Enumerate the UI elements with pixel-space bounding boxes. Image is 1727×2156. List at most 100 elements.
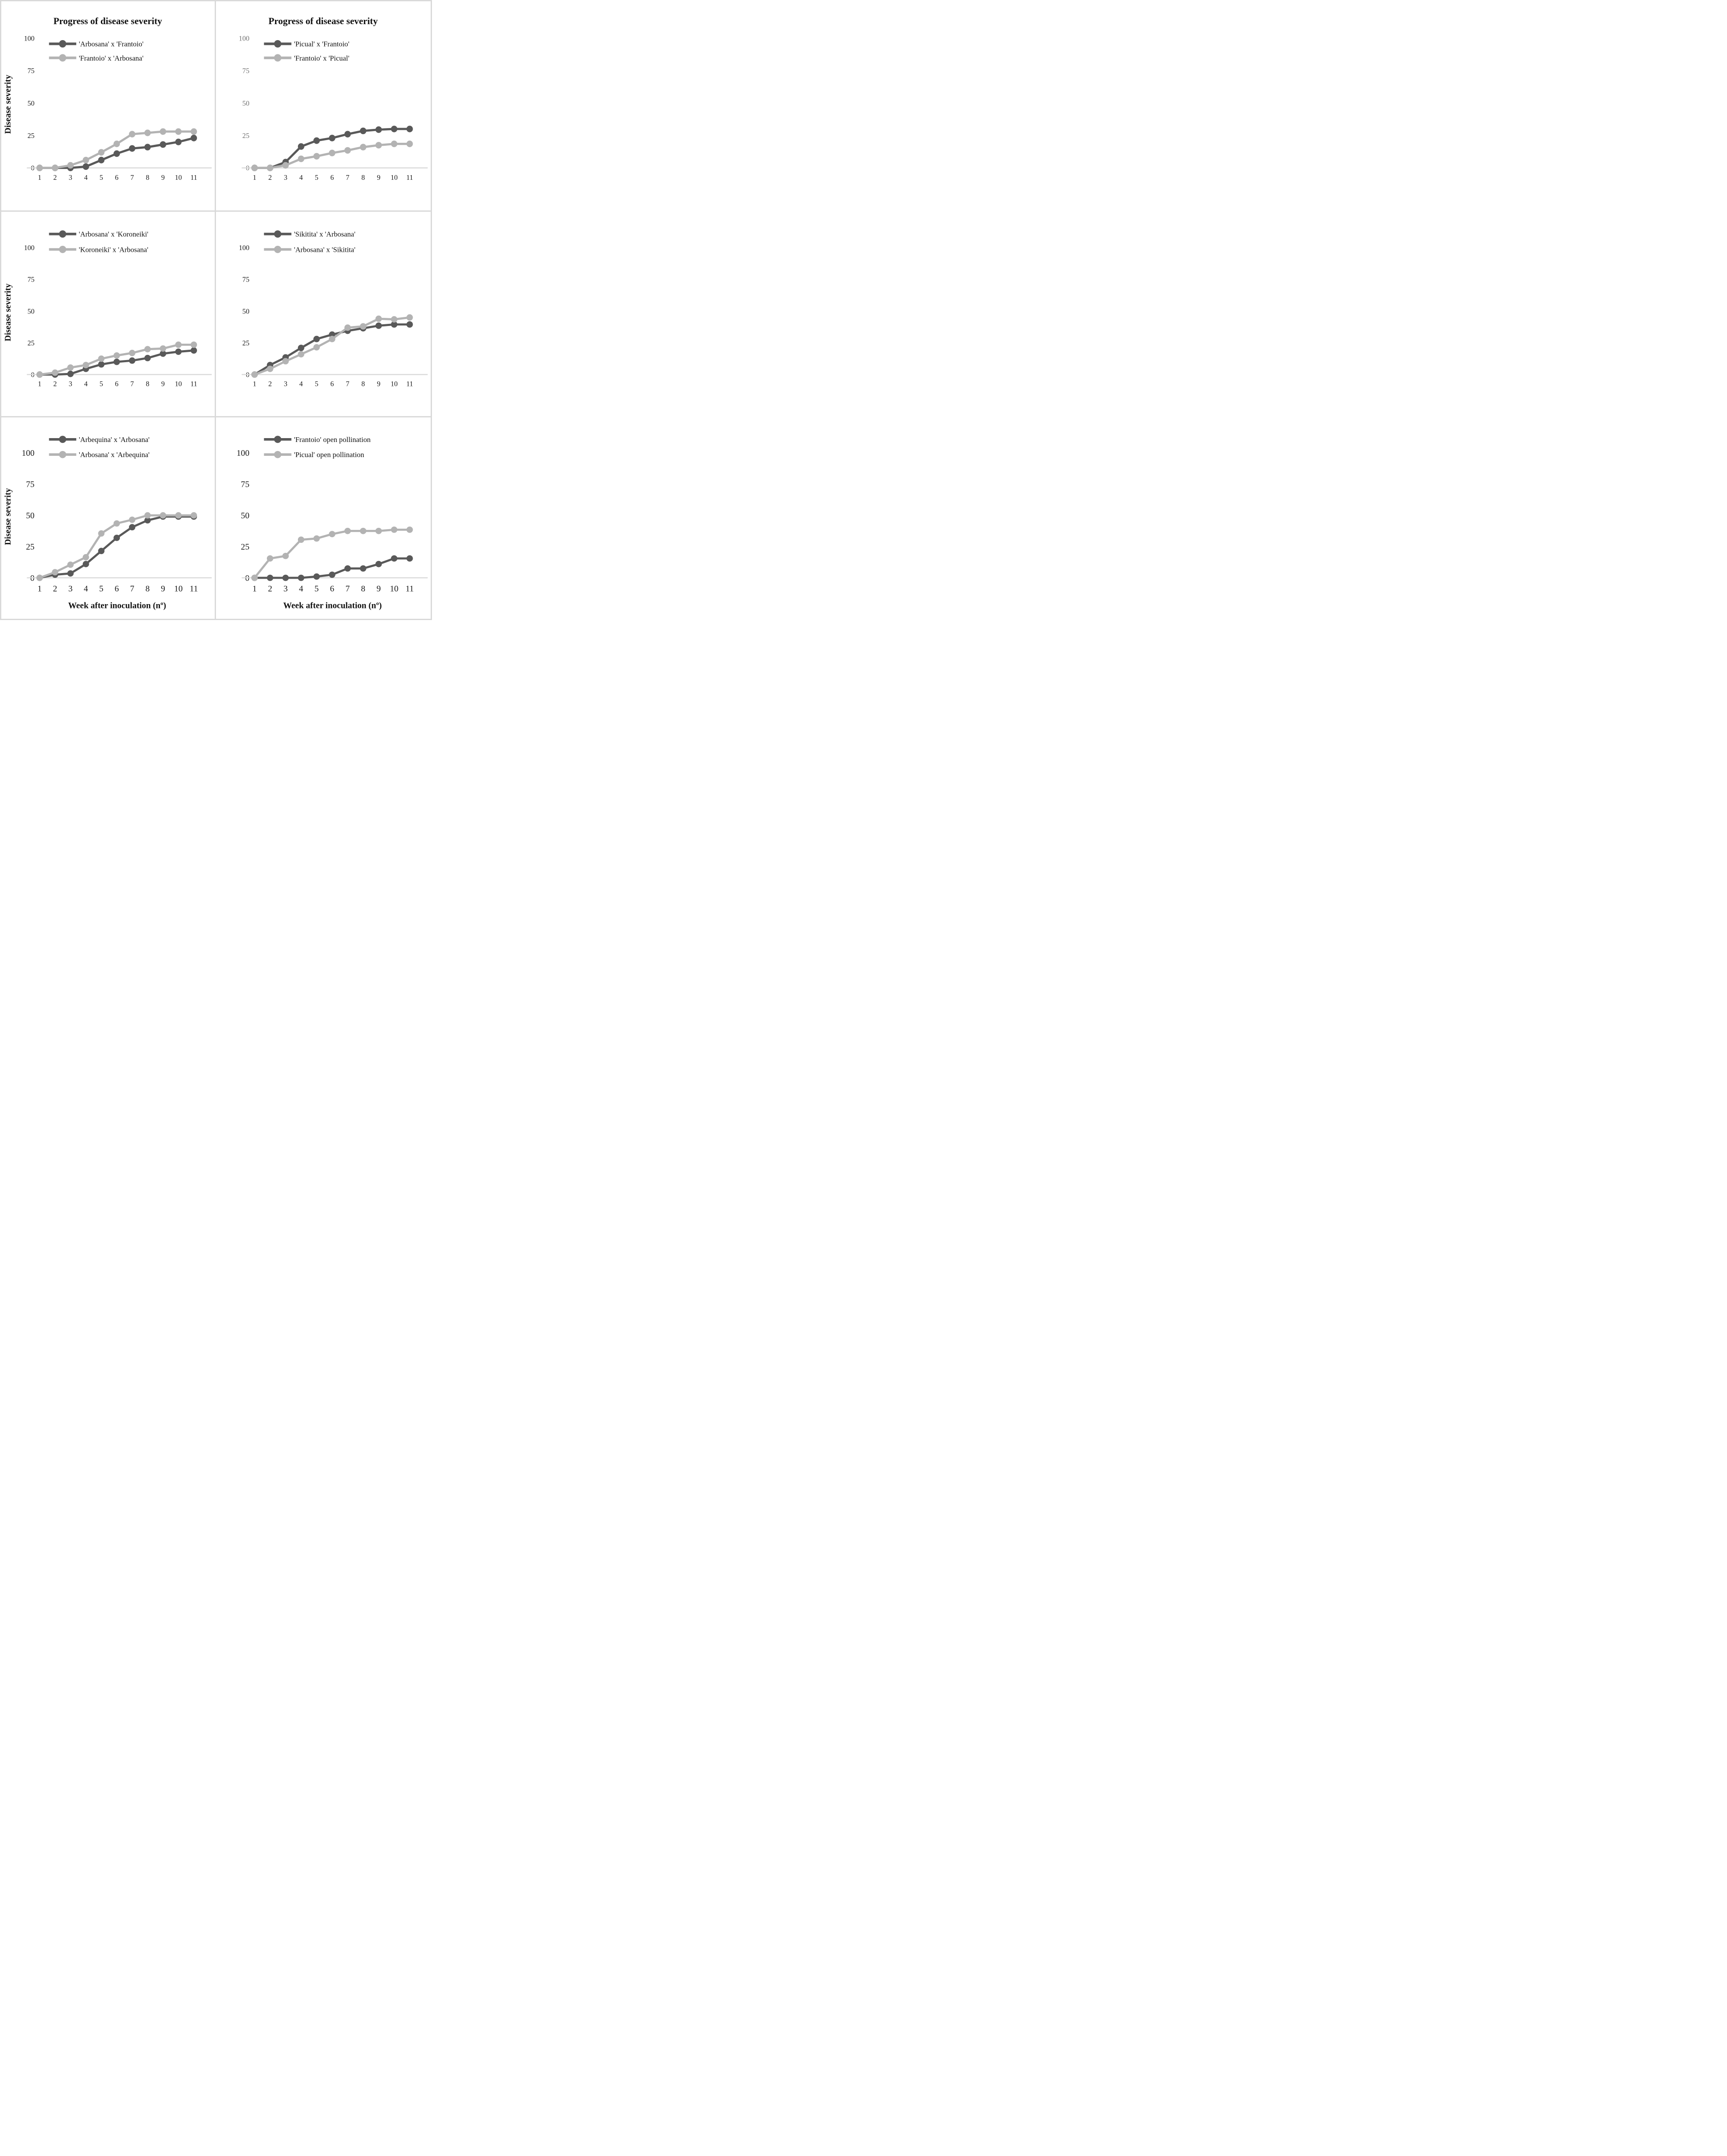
x-tick-label: 3 — [284, 379, 287, 388]
x-tick-label: 11 — [191, 379, 197, 388]
x-tick-label: 1 — [38, 584, 42, 593]
data-point — [406, 526, 413, 533]
data-point — [191, 135, 197, 141]
data-point — [391, 526, 397, 533]
chart-panel-top-left: Progress of disease severity025507510012… — [1, 1, 216, 212]
data-point — [406, 555, 413, 562]
y-tick-label: 25 — [28, 132, 34, 140]
data-point — [266, 555, 273, 562]
legend-marker — [59, 246, 66, 253]
data-point — [191, 128, 197, 135]
data-point — [98, 548, 105, 555]
line-chart-bottom-left: 02550751001234567891011'Arbequina' x 'Ar… — [3, 436, 212, 611]
data-point — [144, 517, 151, 524]
y-tick-label: 50 — [242, 99, 249, 107]
data-point — [144, 346, 151, 353]
legend-marker — [274, 246, 282, 253]
data-point — [129, 524, 135, 530]
data-point — [329, 150, 335, 157]
data-point — [82, 561, 89, 567]
data-point — [191, 512, 197, 519]
data-point — [406, 125, 413, 132]
legend-marker — [274, 230, 282, 238]
x-tick-label: 2 — [268, 173, 272, 182]
x-tick-label: 9 — [161, 379, 165, 388]
line-chart-middle-left: 02550751001234567891011'Arbosana' x 'Kor… — [3, 230, 212, 388]
x-tick-label: 4 — [299, 173, 303, 182]
data-point — [344, 565, 351, 572]
legend-marker — [59, 436, 66, 443]
data-point — [406, 141, 413, 147]
x-tick-label: 7 — [346, 173, 349, 182]
data-point — [313, 344, 320, 351]
y-tick-label: 75 — [242, 276, 249, 284]
data-point — [266, 574, 273, 581]
data-point — [329, 135, 335, 141]
x-tick-label: 4 — [84, 584, 88, 593]
x-tick-label: 1 — [252, 584, 257, 593]
data-point — [129, 350, 135, 357]
data-point — [191, 341, 197, 348]
x-tick-label: 11 — [190, 584, 198, 593]
y-axis-title: Disease severity — [3, 75, 13, 134]
data-point — [375, 322, 382, 329]
data-point — [144, 129, 151, 136]
series-line — [39, 130, 194, 169]
data-point — [67, 561, 74, 568]
data-point — [144, 144, 151, 150]
data-point — [297, 155, 304, 162]
y-tick-label: 100 — [239, 34, 250, 42]
data-point — [160, 350, 166, 357]
x-tick-label: 11 — [191, 173, 197, 182]
data-point — [297, 345, 304, 351]
data-point — [391, 555, 397, 562]
x-tick-label: 5 — [100, 173, 103, 182]
x-tick-label: 8 — [146, 379, 149, 388]
legend-label: 'Koroneiki' x 'Arbosana' — [79, 245, 148, 254]
x-axis-title: Week after inoculation (nº) — [283, 601, 382, 611]
data-point — [344, 324, 351, 331]
data-point — [251, 574, 258, 581]
legend-marker — [274, 436, 282, 443]
y-tick-label: 25 — [28, 339, 34, 347]
legend-marker — [59, 230, 66, 238]
data-point — [360, 323, 366, 330]
x-tick-label: 8 — [145, 584, 150, 593]
data-point — [67, 370, 74, 377]
data-point — [344, 131, 351, 138]
y-tick-label: 75 — [242, 66, 249, 75]
y-tick-label: 100 — [22, 448, 34, 458]
x-tick-label: 10 — [390, 584, 398, 593]
chart-title: Progress of disease severity — [53, 16, 162, 26]
x-tick-label: 5 — [100, 379, 103, 388]
x-tick-label: 5 — [315, 173, 318, 182]
data-point — [129, 145, 135, 152]
data-point — [67, 162, 74, 169]
y-tick-label: 100 — [239, 244, 250, 252]
x-tick-label: 4 — [84, 379, 88, 388]
y-tick-label: 100 — [237, 448, 250, 458]
legend-marker — [274, 54, 282, 62]
data-point — [266, 365, 273, 372]
x-tick-label: 7 — [130, 584, 135, 593]
x-tick-label: 2 — [53, 173, 57, 182]
x-tick-label: 2 — [53, 584, 57, 593]
x-tick-label: 9 — [161, 173, 165, 182]
data-point — [391, 141, 397, 147]
y-tick-label: 75 — [241, 480, 250, 489]
legend-label: 'Sikitita' x 'Arbosana' — [294, 230, 355, 238]
x-tick-label: 4 — [84, 173, 88, 182]
figure-grid: Progress of disease severity025507510012… — [0, 0, 432, 620]
data-point — [297, 351, 304, 357]
data-point — [36, 164, 43, 171]
data-point — [391, 321, 397, 328]
data-point — [98, 530, 105, 537]
y-axis-title: Disease severity — [3, 283, 13, 341]
x-tick-label: 8 — [146, 173, 149, 182]
x-tick-label: 6 — [330, 584, 334, 593]
data-point — [175, 138, 182, 145]
y-tick-label: 25 — [242, 132, 249, 140]
y-tick-label: 75 — [28, 276, 34, 284]
data-point — [175, 512, 182, 519]
x-tick-label: 8 — [361, 379, 365, 388]
